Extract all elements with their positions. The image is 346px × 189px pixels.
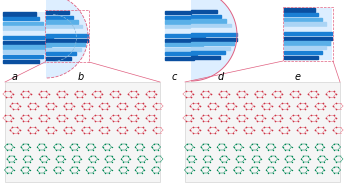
Bar — [5, 82, 160, 182]
Bar — [3, 55, 43, 58]
Bar — [191, 37, 237, 41]
Bar — [165, 16, 194, 19]
Bar — [165, 48, 200, 51]
Bar — [284, 41, 330, 45]
Bar — [165, 43, 203, 46]
Bar — [46, 48, 81, 51]
Bar — [191, 28, 235, 32]
Bar — [284, 22, 326, 26]
Bar — [3, 31, 51, 35]
Text: e: e — [295, 72, 301, 82]
Bar — [191, 51, 225, 54]
Bar — [3, 17, 39, 20]
Bar — [191, 10, 217, 13]
Bar — [284, 8, 332, 60]
Bar — [191, 19, 226, 23]
Bar — [3, 12, 36, 16]
Bar — [191, 24, 231, 27]
Text: d: d — [218, 72, 224, 82]
Bar — [284, 46, 326, 50]
Bar — [165, 20, 197, 24]
Bar — [284, 27, 330, 31]
Bar — [284, 37, 332, 40]
Bar — [165, 25, 200, 28]
Bar — [3, 41, 53, 44]
Bar — [165, 57, 194, 60]
Bar — [3, 50, 47, 53]
Bar — [165, 11, 191, 15]
Bar — [3, 45, 51, 49]
Bar — [185, 82, 340, 182]
Wedge shape — [191, 0, 237, 81]
Bar — [46, 52, 76, 55]
Text: c: c — [172, 72, 177, 82]
Bar — [284, 8, 315, 12]
Bar — [46, 29, 86, 33]
Bar — [3, 26, 47, 30]
Text: a: a — [12, 72, 18, 82]
Bar — [165, 52, 197, 55]
Bar — [284, 56, 318, 59]
Bar — [46, 39, 88, 42]
Wedge shape — [46, 0, 88, 78]
Bar — [191, 33, 237, 36]
Bar — [165, 29, 203, 33]
Bar — [284, 18, 322, 21]
Bar — [46, 16, 73, 19]
Bar — [46, 11, 69, 15]
Bar — [3, 22, 43, 25]
Bar — [46, 25, 82, 28]
Bar — [191, 15, 221, 18]
Bar — [191, 47, 230, 50]
Bar — [191, 42, 234, 45]
Bar — [165, 34, 205, 37]
Bar — [3, 36, 53, 39]
Bar — [283, 7, 333, 61]
Bar — [45, 10, 89, 62]
Bar — [165, 11, 205, 61]
Bar — [46, 57, 71, 60]
Bar — [191, 56, 220, 59]
Bar — [284, 32, 332, 35]
Text: b: b — [78, 72, 84, 82]
Bar — [284, 13, 318, 16]
Bar — [3, 60, 39, 63]
Bar — [46, 43, 85, 46]
Bar — [46, 34, 88, 37]
Bar — [46, 20, 78, 24]
Bar — [284, 51, 322, 54]
Bar — [165, 39, 205, 42]
Bar — [3, 12, 53, 64]
